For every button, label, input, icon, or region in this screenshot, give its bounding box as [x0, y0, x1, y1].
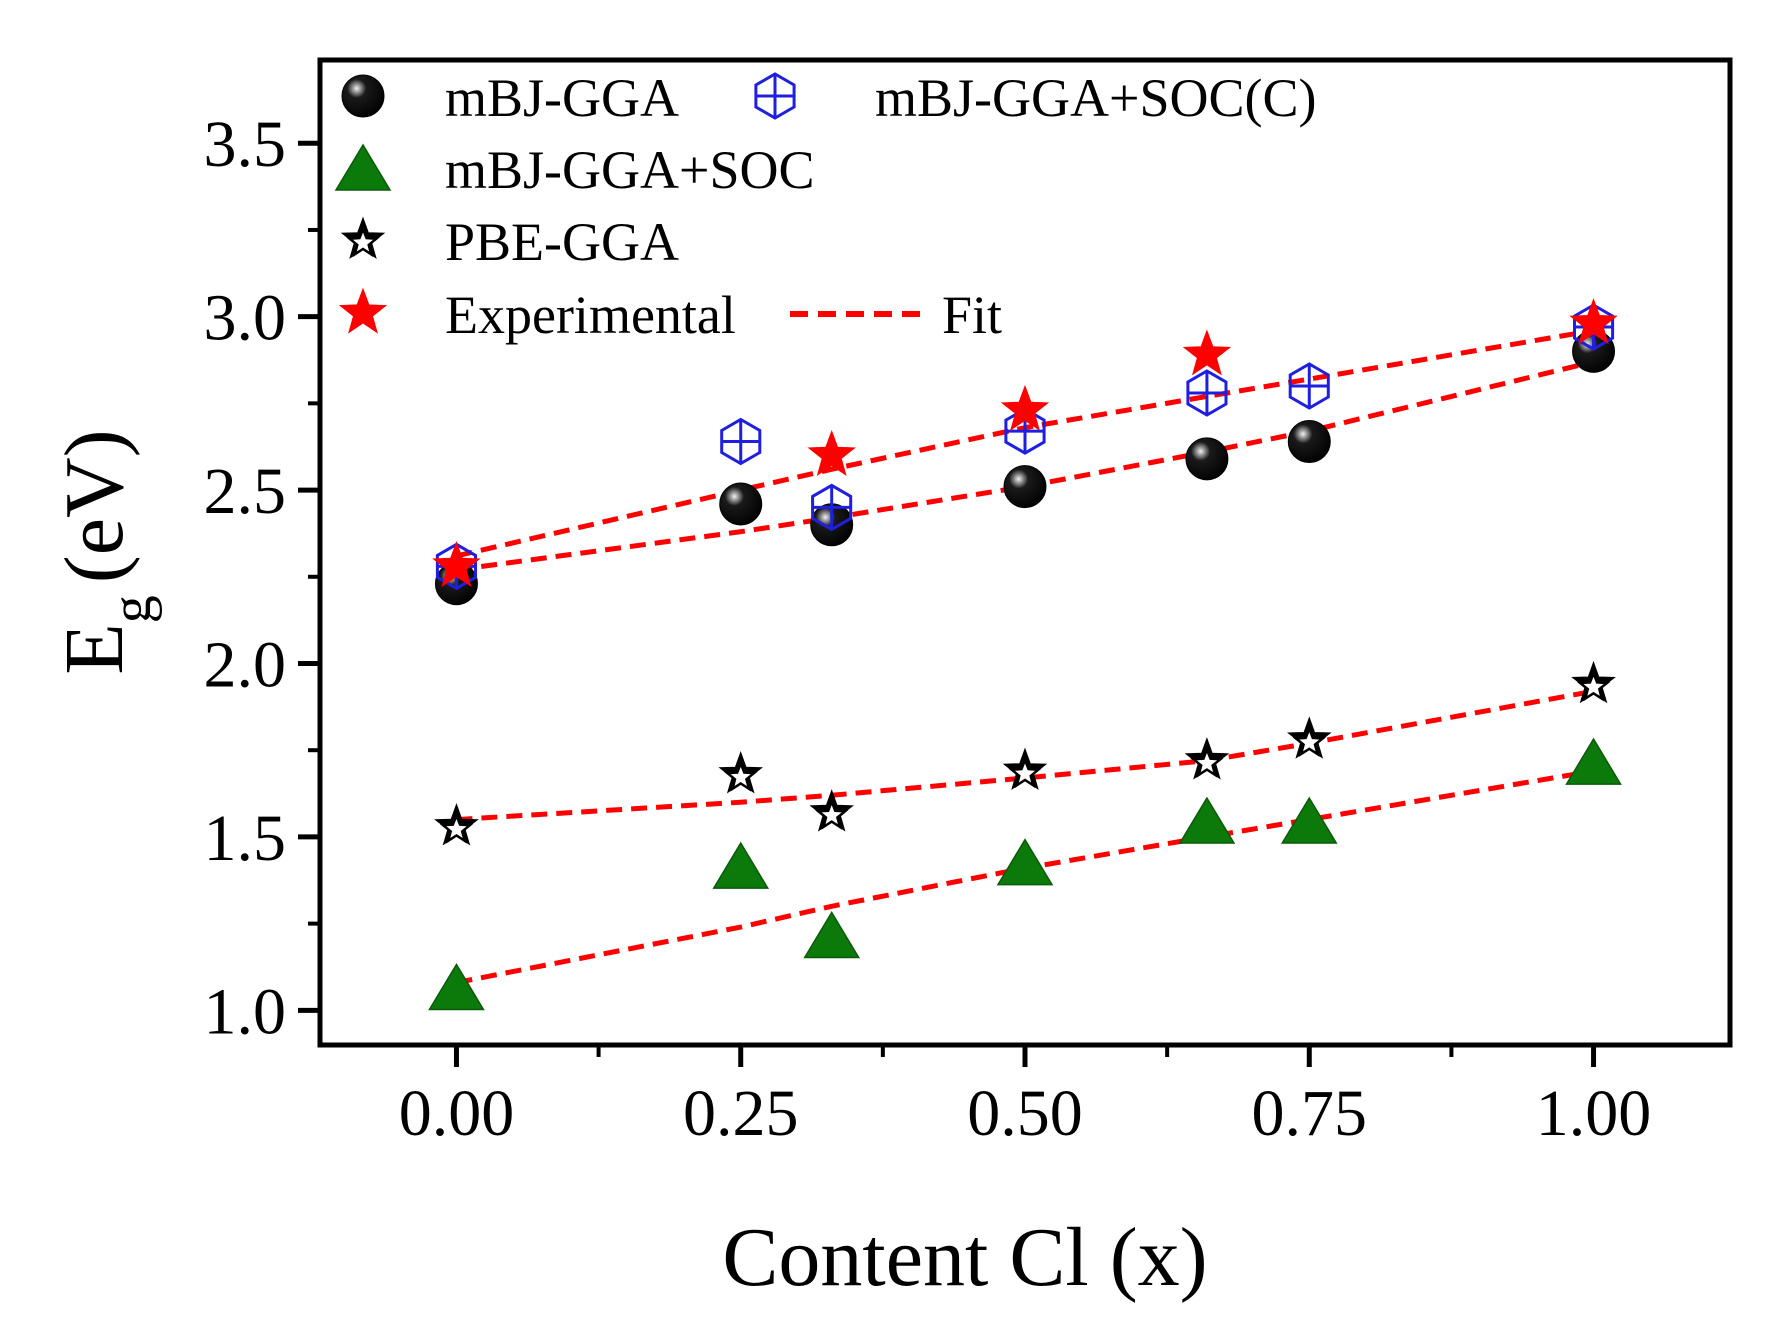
legend-symbol-mbj: [341, 74, 385, 118]
y-tick-labels: 1.0 1.5 2.0 2.5 3.0 3.5: [204, 108, 287, 1048]
marker-mbj-gga-soc: [1280, 796, 1338, 844]
marker-mbj-gga-soc: [712, 841, 770, 889]
marker-experimental: [1569, 298, 1618, 345]
marker-mbj-gga-soc: [996, 838, 1054, 886]
marker-mbj-gga-soc-c: [1288, 362, 1330, 410]
x-tick-label: 0.75: [1252, 1077, 1368, 1150]
y-tick-label: 1.5: [204, 802, 287, 875]
legend-label-socc: mBJ-GGA+SOC(C): [875, 68, 1317, 128]
marker-pbe-gga: [1002, 747, 1048, 790]
x-tick-label: 0.25: [683, 1077, 799, 1150]
y-tick-label: 3.5: [204, 108, 287, 181]
marker-pbe-gga: [718, 751, 763, 794]
y-axis-title-unit: (eV): [48, 429, 141, 583]
legend-label-pbe: PBE-GGA: [445, 212, 679, 272]
legend-symbol-pbe: [340, 216, 386, 259]
marker-mbj-gga-soc-c: [1186, 369, 1228, 417]
legend: mBJ-GGA mBJ-GGA+SOC(C) mBJ-GGA+SOC PBE-G…: [334, 68, 1317, 345]
marker-mbj-gga: [1003, 465, 1047, 509]
marker-pbe-gga: [1287, 716, 1332, 759]
legend-marker-exp: [338, 287, 388, 334]
marker-pbe-gga: [1184, 737, 1230, 780]
marker-mbj-gga-soc: [428, 963, 485, 1011]
axis-ticks: [298, 140, 1597, 1067]
legend-marker-pbe: [340, 216, 386, 259]
legend-label-mbj: mBJ-GGA: [445, 68, 679, 128]
y-axis-title-subscript: g: [101, 595, 163, 623]
marker-mbj-gga-soc: [803, 911, 861, 959]
marker-mbj-gga: [719, 482, 763, 526]
marker-pbe-gga: [1571, 660, 1616, 704]
marker-experimental: [807, 429, 856, 476]
y-axis-title-text: Eg (eV): [48, 429, 163, 674]
legend-label-exp: Experimental: [445, 285, 736, 345]
y-axis-title: Eg (eV): [48, 429, 163, 674]
x-tick-labels: 0.00 0.25 0.50 0.75 1.00: [399, 1077, 1652, 1150]
y-tick-label: 1.0: [204, 975, 287, 1048]
y-tick-label: 2.0: [204, 628, 287, 701]
legend-marker-socc: [754, 72, 796, 120]
legend-label-fit: Fit: [942, 285, 1002, 345]
marker-pbe-gga: [434, 803, 479, 846]
legend-label-soc: mBJ-GGA+SOC: [445, 140, 815, 200]
x-tick-label: 0.00: [399, 1077, 515, 1150]
legend-marker-soc: [334, 143, 392, 191]
y-tick-label: 3.0: [204, 282, 287, 355]
marker-mbj-gga-soc-c: [720, 417, 762, 466]
marker-mbj-gga-soc: [1178, 796, 1236, 844]
marker-experimental: [432, 540, 481, 587]
marker-experimental: [1000, 384, 1050, 431]
x-tick-label: 1.00: [1536, 1077, 1652, 1150]
x-axis-title: Content Cl (x): [722, 1211, 1207, 1304]
y-tick-label: 2.5: [204, 455, 287, 528]
x-tick-label: 0.50: [967, 1077, 1083, 1150]
marker-mbj-gga: [1287, 420, 1331, 464]
data-markers: [428, 298, 1622, 1011]
y-axis-title-main: E: [48, 623, 141, 674]
legend-symbol-exp: [338, 287, 388, 334]
marker-experimental: [1182, 329, 1232, 376]
plot-frame: [317, 57, 1733, 1048]
legend-symbol-socc: [754, 72, 796, 120]
marker-mbj-gga: [1185, 437, 1229, 481]
legend-symbol-soc: [334, 143, 392, 191]
legend-marker-mbj: [341, 74, 385, 118]
marker-mbj-gga-soc-c: [811, 483, 853, 532]
marker-pbe-gga: [809, 789, 854, 832]
marker-mbj-gga-soc: [1565, 737, 1622, 785]
